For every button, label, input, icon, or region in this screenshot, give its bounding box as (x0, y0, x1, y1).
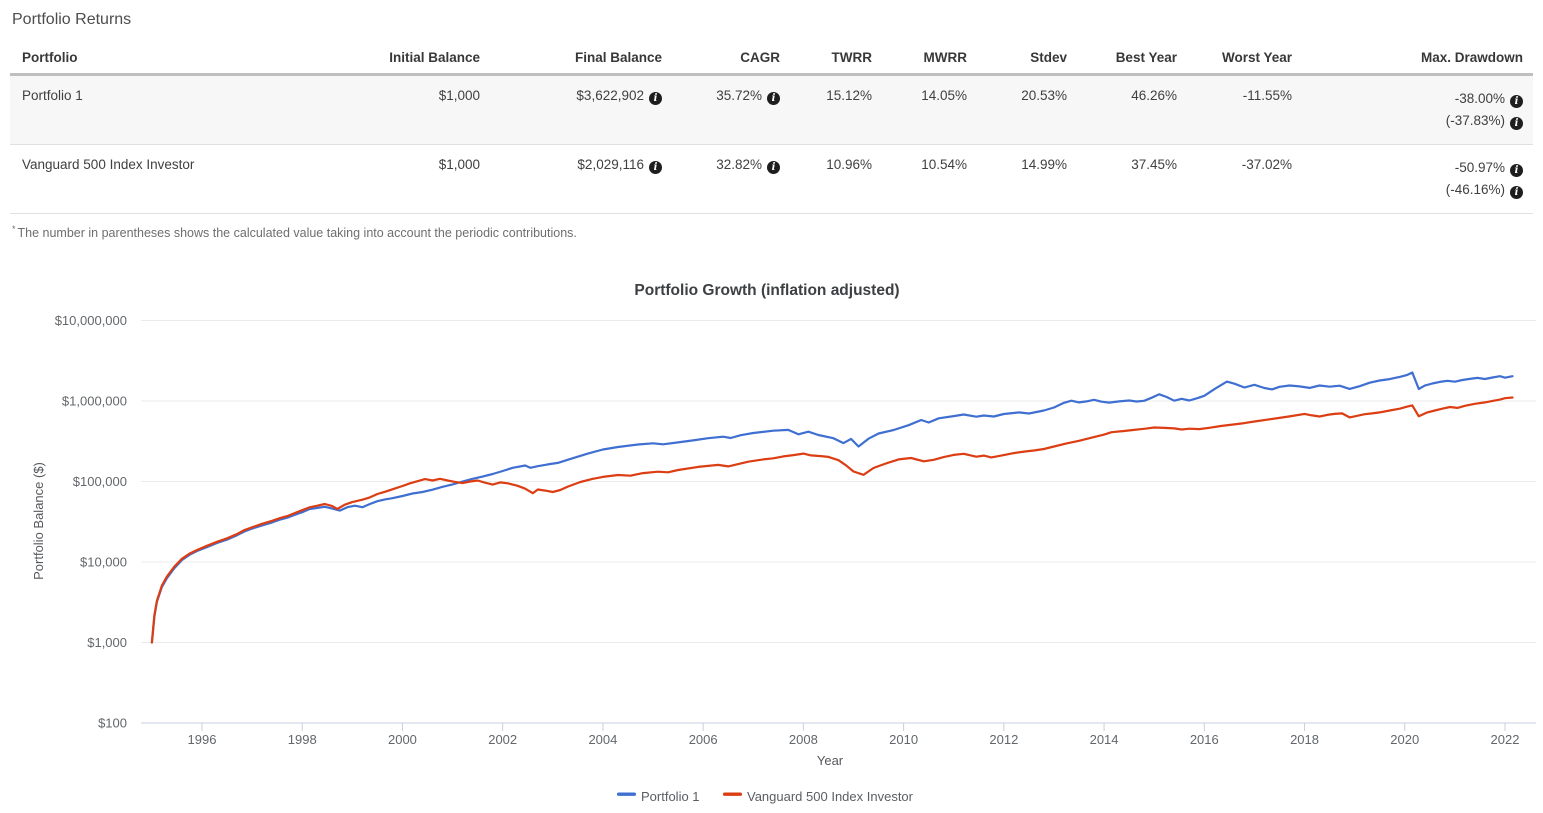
x-axis: 1996 1998 2000 2002 2004 2006 2008 2010 2012 2014… (188, 723, 1520, 747)
final-balance-cell: $3,622,902 i (490, 75, 672, 145)
x-tick-label: 2010 (889, 732, 918, 747)
info-icon[interactable]: i (1510, 117, 1523, 130)
x-axis-title: Year (817, 753, 844, 768)
initial-balance-value: $1,000 (438, 88, 480, 103)
portfolio-name: Portfolio 1 (22, 88, 83, 103)
final-balance-cell: $2,029,116 i (490, 145, 672, 214)
x-tick-label: 2018 (1290, 732, 1319, 747)
y-tick-label: $100,000 (73, 474, 127, 489)
gridlines (141, 320, 1536, 724)
info-icon[interactable]: i (1510, 95, 1523, 108)
max-drawdown-value: -38.00% (1454, 91, 1505, 106)
y-tick-label: $1,000 (87, 635, 127, 650)
y-tick-label: $1,000,000 (62, 394, 127, 409)
portfolio-name: Vanguard 500 Index Investor (22, 157, 195, 172)
footnote-marker: * (12, 224, 16, 234)
x-tick-label: 2020 (1390, 732, 1419, 747)
info-icon[interactable]: i (767, 92, 780, 105)
column-header-best-year: Best Year (1077, 44, 1187, 76)
x-tick-label: 2004 (588, 732, 617, 747)
info-icon[interactable]: i (649, 161, 662, 174)
worst-year-value: -11.55% (1242, 88, 1292, 103)
column-header-worst-year: Worst Year (1187, 44, 1302, 76)
y-axis-title: Portfolio Balance ($) (31, 462, 46, 580)
cagr-cell: 32.82% i (672, 145, 790, 214)
x-tick-label: 1996 (188, 732, 217, 747)
x-tick-label: 1998 (288, 732, 317, 747)
final-balance-value: $3,622,902 (576, 88, 644, 103)
page-title: Portfolio Returns (12, 11, 132, 28)
y-axis-tick-labels: $10,000,000 $1,000,000 $100,000 $10,000 … (55, 313, 127, 731)
final-balance-value: $2,029,116 (577, 157, 644, 172)
max-drawdown-cell: -50.97% i (-46.16%) i (1302, 145, 1533, 214)
initial-balance-value: $1,000 (438, 157, 480, 172)
x-tick-label: 2016 (1190, 732, 1219, 747)
column-header-stdev: Stdev (977, 44, 1077, 76)
max-drawdown-contrib-value: (-37.83%) (1445, 113, 1505, 128)
column-header-initial-balance: Initial Balance (378, 44, 490, 76)
returns-table: Portfolio Initial Balance Final Balance … (10, 44, 1533, 214)
mwrr-value: 10.54% (921, 157, 967, 172)
y-tick-label: $10,000,000 (55, 313, 127, 328)
table-footnote: * The number in parentheses shows the cal… (10, 224, 1533, 240)
x-tick-label: 2006 (689, 732, 718, 747)
info-icon[interactable]: i (1510, 186, 1523, 199)
x-tick-label: 2014 (1090, 732, 1119, 747)
cagr-value: 35.72% (716, 88, 762, 103)
x-tick-label: 2000 (388, 732, 417, 747)
column-header-mwrr: MWRR (882, 44, 977, 76)
stdev-value: 14.99% (1021, 157, 1067, 172)
legend-swatch-vanguard-500 (723, 792, 742, 797)
twrr-value: 10.96% (826, 157, 872, 172)
max-drawdown-contrib-value: (-46.16%) (1445, 182, 1505, 197)
cagr-cell: 35.72% i (672, 75, 790, 145)
x-tick-label: 2012 (989, 732, 1018, 747)
column-header-twrr: TWRR (790, 44, 882, 76)
series-lines (150, 371, 1514, 644)
portfolio-growth-chart: Portfolio Growth (inflation adjusted) Po… (31, 282, 1536, 804)
info-icon[interactable]: i (1510, 164, 1523, 177)
x-tick-label: 2022 (1491, 732, 1520, 747)
chart-title: Portfolio Growth (inflation adjusted) (634, 282, 899, 299)
cagr-value: 32.82% (716, 157, 762, 172)
series-line-vanguard-500-index-investor[interactable] (150, 396, 1514, 644)
series-line-portfolio-1[interactable] (150, 371, 1514, 644)
best-year-value: 46.26% (1131, 88, 1177, 103)
y-tick-label: $100 (98, 716, 127, 731)
table-header-row: Portfolio Initial Balance Final Balance … (10, 44, 1533, 76)
mwrr-value: 14.05% (921, 88, 967, 103)
best-year-value: 37.45% (1131, 157, 1177, 172)
x-tick-label: 2002 (488, 732, 517, 747)
max-drawdown-cell: -38.00% i (-37.83%) i (1302, 75, 1533, 145)
twrr-value: 15.12% (826, 88, 872, 103)
info-icon[interactable]: i (767, 161, 780, 174)
max-drawdown-value: -50.97% (1454, 160, 1505, 175)
legend-label-vanguard-500: Vanguard 500 Index Investor (747, 789, 914, 804)
legend-swatch-portfolio-1 (617, 792, 636, 797)
worst-year-value: -37.02% (1241, 157, 1292, 172)
x-tick-label: 2008 (789, 732, 818, 747)
footnote-text: The number in parentheses shows the calc… (17, 226, 577, 241)
legend-label-portfolio-1: Portfolio 1 (641, 789, 700, 804)
table-row-vanguard-500: Vanguard 500 Index Investor $1,000 $2,02… (10, 145, 1533, 214)
info-icon[interactable]: i (649, 92, 662, 105)
y-tick-label: $10,000 (80, 555, 127, 570)
chart-legend: Portfolio 1 Vanguard 500 Index Investor (617, 789, 914, 804)
stdev-value: 20.53% (1021, 88, 1067, 103)
column-header-final-balance: Final Balance (490, 44, 672, 76)
column-header-max-drawdown: Max. Drawdown (1302, 44, 1533, 76)
column-header-cagr: CAGR (672, 44, 790, 76)
table-row-portfolio-1: Portfolio 1 $1,000 $3,622,902 i 35.72% i 1… (10, 74, 1533, 145)
column-header-portfolio: Portfolio (10, 44, 378, 76)
